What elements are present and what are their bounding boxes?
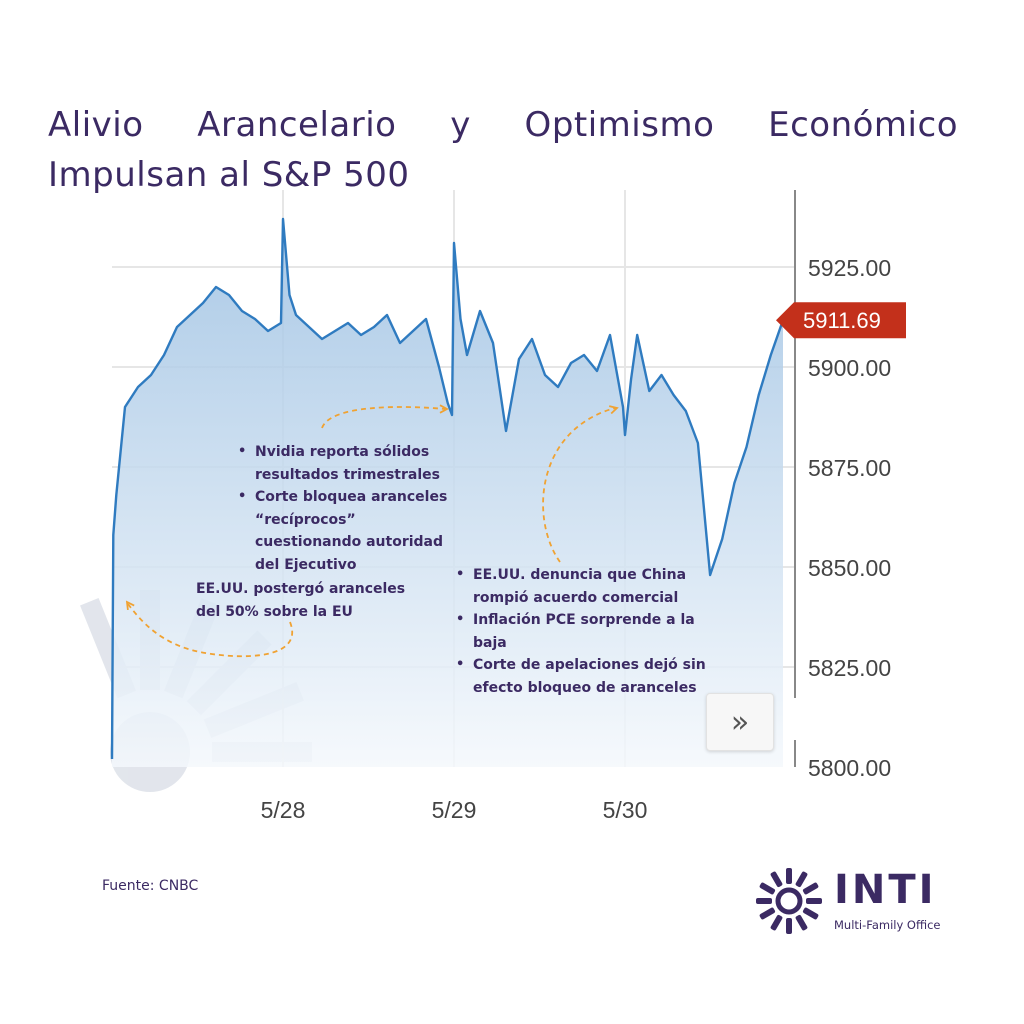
annotation-eu-tariffs: EE.UU. postergó aranceles del 50% sobre … bbox=[196, 578, 406, 623]
y-tick-label: 5825.00 bbox=[808, 655, 891, 681]
annotation-nvidia-court: Nvidia reporta sólidos resultados trimes… bbox=[238, 441, 458, 576]
annotation-item: Inflación PCE sorprende a la baja bbox=[456, 609, 706, 654]
arrowhead bbox=[439, 404, 449, 414]
y-tick-label: 5800.00 bbox=[808, 755, 891, 781]
x-tick-label: 5/29 bbox=[432, 797, 477, 823]
y-tick-label: 5925.00 bbox=[808, 255, 891, 281]
double-chevron-right-icon: » bbox=[730, 704, 750, 740]
y-tick-label: 5900.00 bbox=[808, 355, 891, 381]
annotation-item: Corte bloquea aranceles “recíprocos” cue… bbox=[238, 486, 458, 576]
arrowhead bbox=[609, 405, 619, 415]
source-note: Fuente: CNBC bbox=[102, 878, 199, 894]
annotation-text: EE.UU. postergó aranceles del 50% sobre … bbox=[196, 581, 406, 620]
page-title: Alivio Arancelario y Optimismo Económico… bbox=[48, 105, 958, 195]
next-button[interactable]: » bbox=[706, 693, 774, 751]
series-line bbox=[110, 217, 785, 760]
annotation-item: EE.UU. denuncia que China rompió acuerdo… bbox=[456, 564, 706, 609]
annotation-item: Nvidia reporta sólidos resultados trimes… bbox=[238, 441, 458, 486]
x-tick-label: 5/30 bbox=[603, 797, 648, 823]
annotation-arrow bbox=[127, 603, 293, 658]
logo-name: INTI bbox=[834, 867, 937, 913]
arrowhead bbox=[125, 600, 135, 611]
last-price-label: 5911.69 bbox=[803, 308, 881, 333]
annotation-item: Corte de apelaciones dejó sin efecto blo… bbox=[456, 654, 706, 699]
y-tick-label: 5850.00 bbox=[808, 555, 891, 581]
annotation-arrow bbox=[542, 407, 616, 563]
y-tick-label: 5875.00 bbox=[808, 455, 891, 481]
x-tick-label: 5/28 bbox=[261, 797, 306, 823]
annotation-china-pce: EE.UU. denuncia que China rompió acuerdo… bbox=[456, 564, 706, 699]
sun-icon bbox=[756, 868, 822, 934]
last-price-tag: 5911.69 bbox=[776, 302, 906, 339]
logo-subtitle: Multi-Family Office bbox=[834, 918, 941, 932]
inti-logo: INTI Multi-Family Office bbox=[754, 866, 984, 938]
